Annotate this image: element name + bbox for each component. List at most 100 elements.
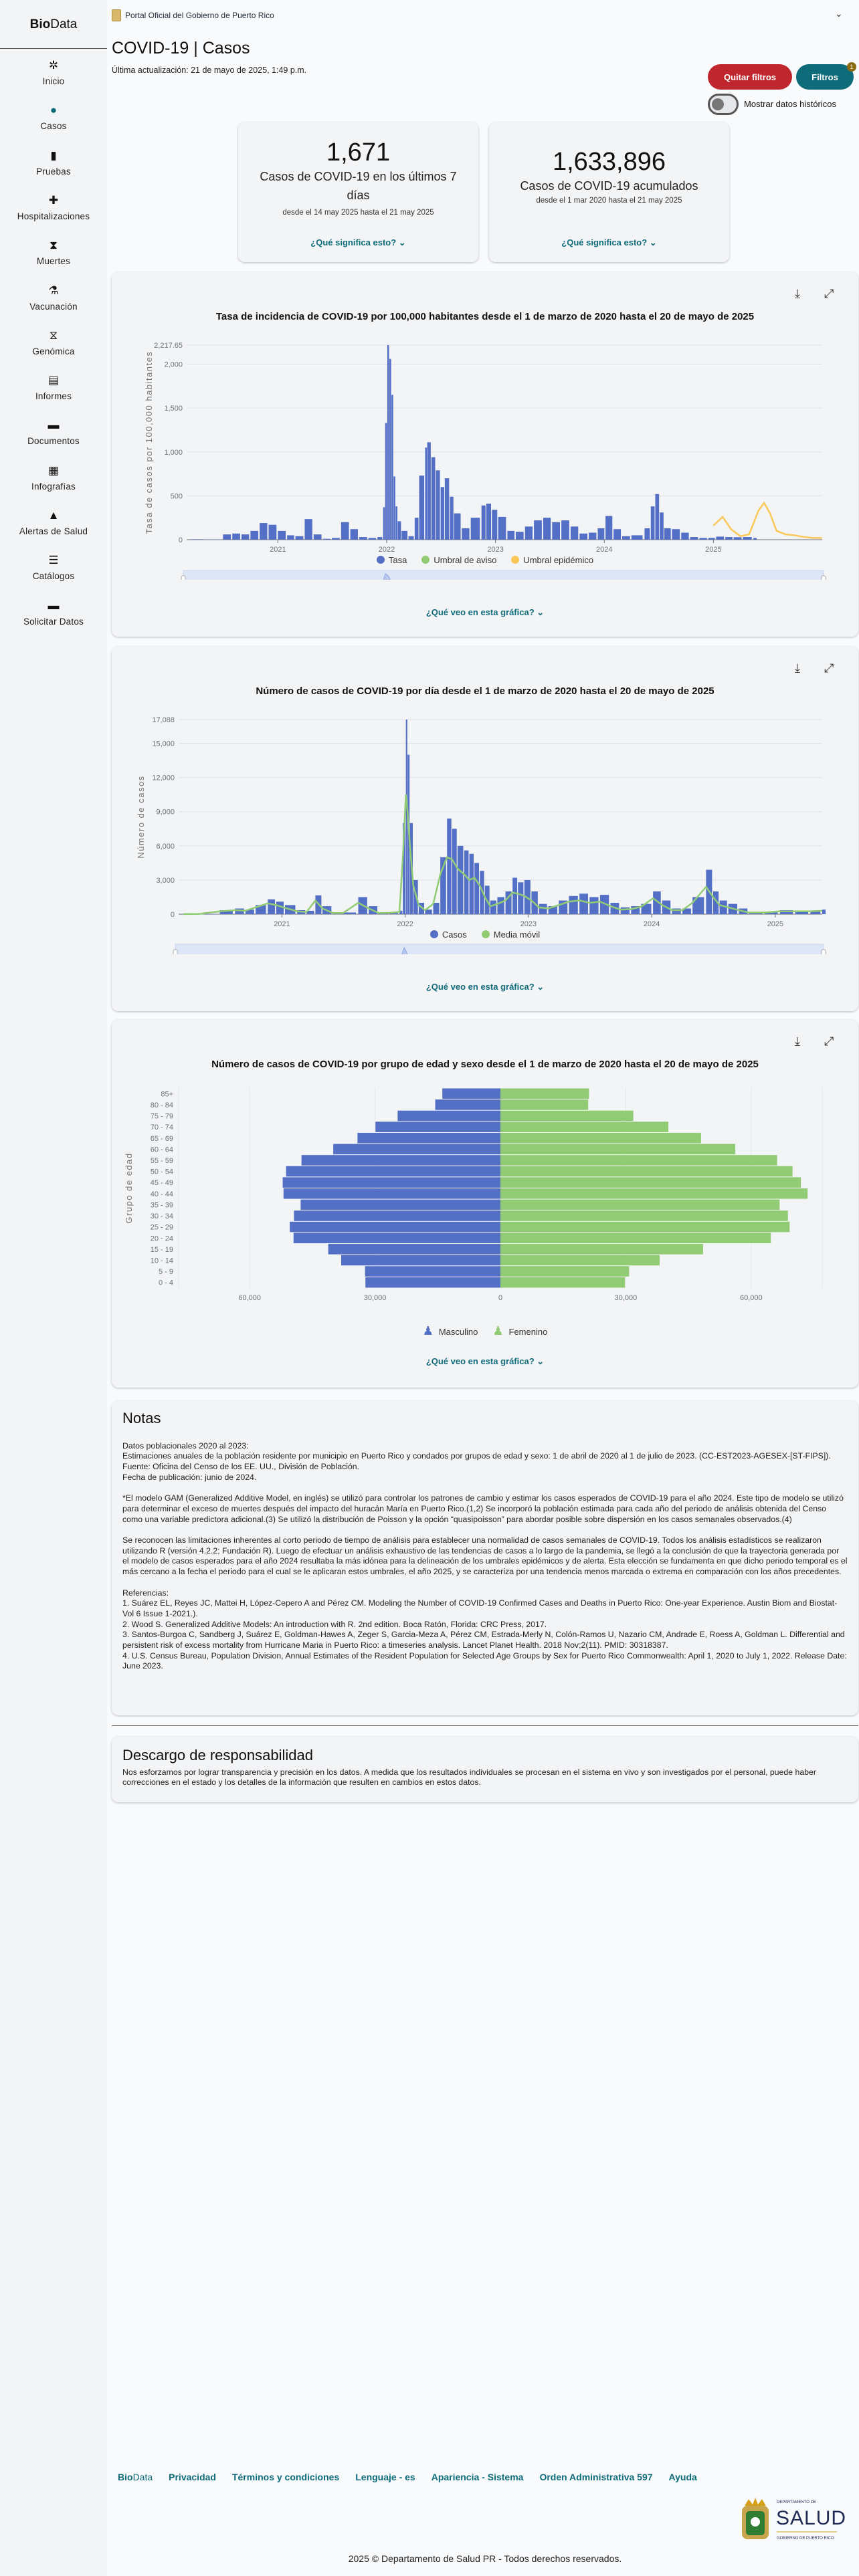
- expand-icon[interactable]: ⤢: [824, 1035, 834, 1048]
- bar: [822, 909, 826, 914]
- sidebar-item-vacunación[interactable]: ⚗ Vacunación: [0, 284, 107, 312]
- legend-label: Umbral epidémico: [523, 555, 594, 565]
- logo-rule: [777, 2531, 837, 2533]
- y-tick-label: 2,000: [164, 361, 183, 369]
- sidebar-item-pruebas[interactable]: ▮ Pruebas: [0, 149, 107, 177]
- bar-female: [500, 1188, 808, 1199]
- footer-link[interactable]: Términos y condiciones: [231, 2472, 340, 2482]
- sidebar-item-infografías[interactable]: ▦ Infografías: [0, 464, 107, 492]
- legend-item[interactable]: ♟ Femenino: [492, 1324, 547, 1338]
- legend-item[interactable]: Umbral epidémico: [511, 555, 593, 565]
- kpi-card-weekly: 1,671 Casos de COVID-19 en los últimos 7…: [238, 122, 478, 262]
- navigator-handle-right[interactable]: [821, 949, 826, 954]
- sidebar-item-catálogos[interactable]: ☰ Catálogos: [0, 554, 107, 581]
- footer-brand-link[interactable]: BioData: [118, 2472, 153, 2482]
- sidebar-item-solicitar-datos[interactable]: ▬ Solicitar Datos: [0, 599, 107, 627]
- legend-item[interactable]: Umbral de aviso: [421, 555, 496, 565]
- sidebar-item-label: Hospitalizaciones: [17, 211, 90, 221]
- sidebar-item-documentos[interactable]: ▬ Documentos: [0, 419, 107, 446]
- y-tick-label: 0: [179, 536, 183, 544]
- bar: [431, 457, 436, 540]
- brand-logo[interactable]: BioData: [0, 17, 107, 32]
- kpi-info-link[interactable]: ¿Qué significa esto? ⌄: [238, 237, 478, 248]
- footer-link[interactable]: Apariencia - Sistema: [431, 2472, 524, 2482]
- download-icon[interactable]: ⤓: [795, 661, 800, 675]
- divider: [112, 1725, 858, 1726]
- sidebar-item-label: Solicitar Datos: [23, 616, 84, 627]
- chart-info-link[interactable]: ¿Qué veo en esta gráfica? ⌄: [112, 607, 858, 618]
- y-tick-label: 75 - 79: [151, 1113, 173, 1121]
- footer-link[interactable]: Orden Administrativa 597: [539, 2472, 653, 2482]
- sidebar-item-hospitalizaciones[interactable]: ✚ Hospitalizaciones: [0, 194, 107, 221]
- bar: [474, 863, 480, 914]
- bar: [712, 891, 719, 914]
- navigator-handle-left[interactable]: [181, 575, 186, 580]
- syringe-vial-icon: ⚗: [48, 284, 59, 297]
- y-tick-label: 3,000: [156, 877, 175, 885]
- bar-male: [357, 1132, 500, 1144]
- legend-item[interactable]: ♟ Masculino: [423, 1324, 478, 1338]
- divider: [0, 48, 107, 49]
- legend-label: Umbral de aviso: [434, 555, 497, 565]
- legend-marker: [376, 556, 385, 564]
- bar-female: [500, 1144, 736, 1155]
- infographic-icon: ▦: [47, 463, 60, 477]
- bar: [539, 903, 547, 914]
- brand-rest: Data: [50, 17, 78, 31]
- bar: [505, 891, 512, 914]
- chart-info-link[interactable]: ¿Qué veo en esta gráfica? ⌄: [112, 1356, 858, 1367]
- sidebar-item-casos[interactable]: ● Casos: [0, 104, 107, 131]
- download-icon[interactable]: ⤓: [795, 1035, 800, 1048]
- navigator-handle-left[interactable]: [173, 949, 178, 954]
- sidebar-item-inicio[interactable]: ✲ Inicio: [0, 59, 107, 86]
- chart-svg: 0 3,000 6,000 9,000 12,000 15,000 17,088 2021 20…: [136, 716, 826, 954]
- x-tick-label: 60,000: [740, 1294, 763, 1302]
- bar: [377, 537, 383, 540]
- bar-male: [282, 1177, 500, 1188]
- chart-title: Tasa de incidencia de COVID-19 por 100,0…: [215, 311, 755, 322]
- bar: [497, 897, 504, 914]
- expand-icon[interactable]: ⤢: [824, 661, 834, 675]
- zoom-navigator: [175, 944, 824, 954]
- salud-logo: DEPARTAMENTO DE SALUD GOBIERNO DE PUERTO…: [738, 2498, 846, 2542]
- notes-title: Notas: [122, 1410, 161, 1426]
- filters-button[interactable]: Filtros: [796, 64, 854, 90]
- bar-male: [293, 1232, 500, 1244]
- sidebar-item-informes[interactable]: ▤ Informes: [0, 374, 107, 401]
- footer-link[interactable]: Ayuda: [668, 2472, 697, 2482]
- chart-info-link[interactable]: ¿Qué veo en esta gráfica? ⌄: [112, 982, 858, 992]
- bar: [765, 911, 778, 914]
- kpi-title: Casos de COVID-19 en los últimos 7 días: [260, 170, 457, 202]
- footer-link[interactable]: Lenguaje - es: [355, 2472, 415, 2482]
- legend-item[interactable]: Media móvil: [481, 930, 540, 940]
- bar-male: [341, 1255, 500, 1266]
- footer-link[interactable]: Privacidad: [169, 2472, 216, 2482]
- expand-icon[interactable]: ⤢: [824, 287, 834, 300]
- bar: [343, 912, 357, 914]
- bar-male: [435, 1099, 500, 1110]
- bar: [418, 902, 425, 914]
- bar: [779, 910, 793, 914]
- bar: [631, 906, 640, 914]
- gov-portal-banner[interactable]: Portal Oficial del Gobierno de Puerto Ri…: [112, 9, 274, 21]
- download-icon[interactable]: ⤓: [795, 287, 800, 300]
- chevron-down-icon[interactable]: ⌄: [835, 8, 843, 19]
- bar: [250, 530, 259, 540]
- bar: [278, 530, 286, 540]
- legend-item[interactable]: Tasa: [376, 555, 407, 565]
- historic-data-label: Mostrar datos históricos: [744, 99, 836, 109]
- sidebar-item-alertas-de-salud[interactable]: ▲ Alertas de Salud: [0, 509, 107, 536]
- brand-rest: Data: [132, 2472, 153, 2482]
- clear-filters-button[interactable]: Quitar filtros: [708, 64, 792, 90]
- legend-item[interactable]: Casos: [430, 930, 467, 940]
- sidebar-item-label: Muertes: [36, 256, 71, 267]
- legend-marker: [430, 930, 438, 938]
- sidebar-item-genómica[interactable]: ⧖ Genómica: [0, 329, 107, 356]
- bar-female: [500, 1199, 780, 1210]
- sidebar-item-muertes[interactable]: ⧗ Muertes: [0, 239, 107, 266]
- navigator-handle-right[interactable]: [821, 575, 826, 580]
- kpi-info-link[interactable]: ¿Qué significa esto? ⌄: [489, 237, 729, 248]
- bar: [245, 909, 254, 914]
- footer-links: BioData Privacidad Términos y condiciones…: [118, 2472, 697, 2482]
- historic-data-toggle[interactable]: [708, 94, 739, 115]
